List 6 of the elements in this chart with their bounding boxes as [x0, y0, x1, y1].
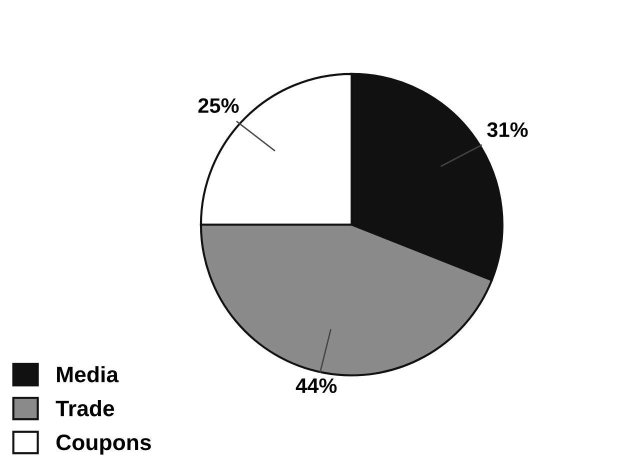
legend-label: Coupons	[56, 434, 151, 455]
data-label: 25%	[198, 98, 239, 113]
data-label: 31%	[487, 122, 528, 138]
data-label: 44%	[296, 378, 337, 394]
legend-label: Trade	[56, 400, 114, 416]
legend-label: Media	[57, 366, 119, 382]
